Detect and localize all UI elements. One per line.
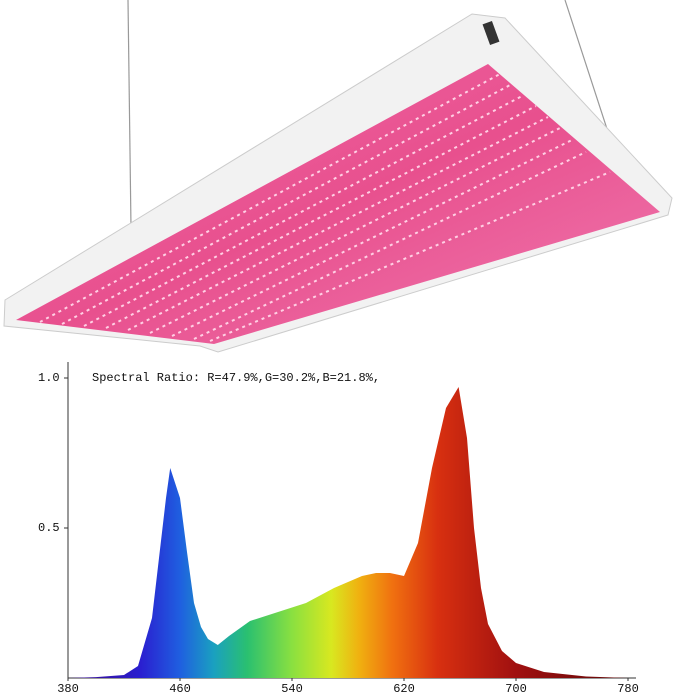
hanging-wire [564, 0, 609, 133]
spectrum-area [68, 387, 628, 678]
led-panel [16, 64, 660, 344]
led-rows [39, 73, 611, 342]
x-tick-label: 380 [57, 682, 79, 694]
grow-light [3, 0, 673, 353]
spectrum-chart: Spectral Ratio: R=47.9%,G=30.2%,B=21.8%,… [38, 362, 639, 694]
y-tick-label: 0.5 [38, 521, 60, 535]
x-tick-label: 620 [393, 682, 415, 694]
x-tick-label: 700 [505, 682, 527, 694]
annotation: Spectral Ratio: R=47.9%,G=30.2%,B=21.8%, [92, 371, 380, 385]
x-tick-label: 780 [617, 682, 639, 694]
y-tick-label: 1.0 [38, 371, 60, 385]
switch [482, 20, 500, 46]
x-tick-label: 540 [281, 682, 303, 694]
hanging-wire [127, 0, 132, 229]
x-tick-label: 460 [169, 682, 191, 694]
